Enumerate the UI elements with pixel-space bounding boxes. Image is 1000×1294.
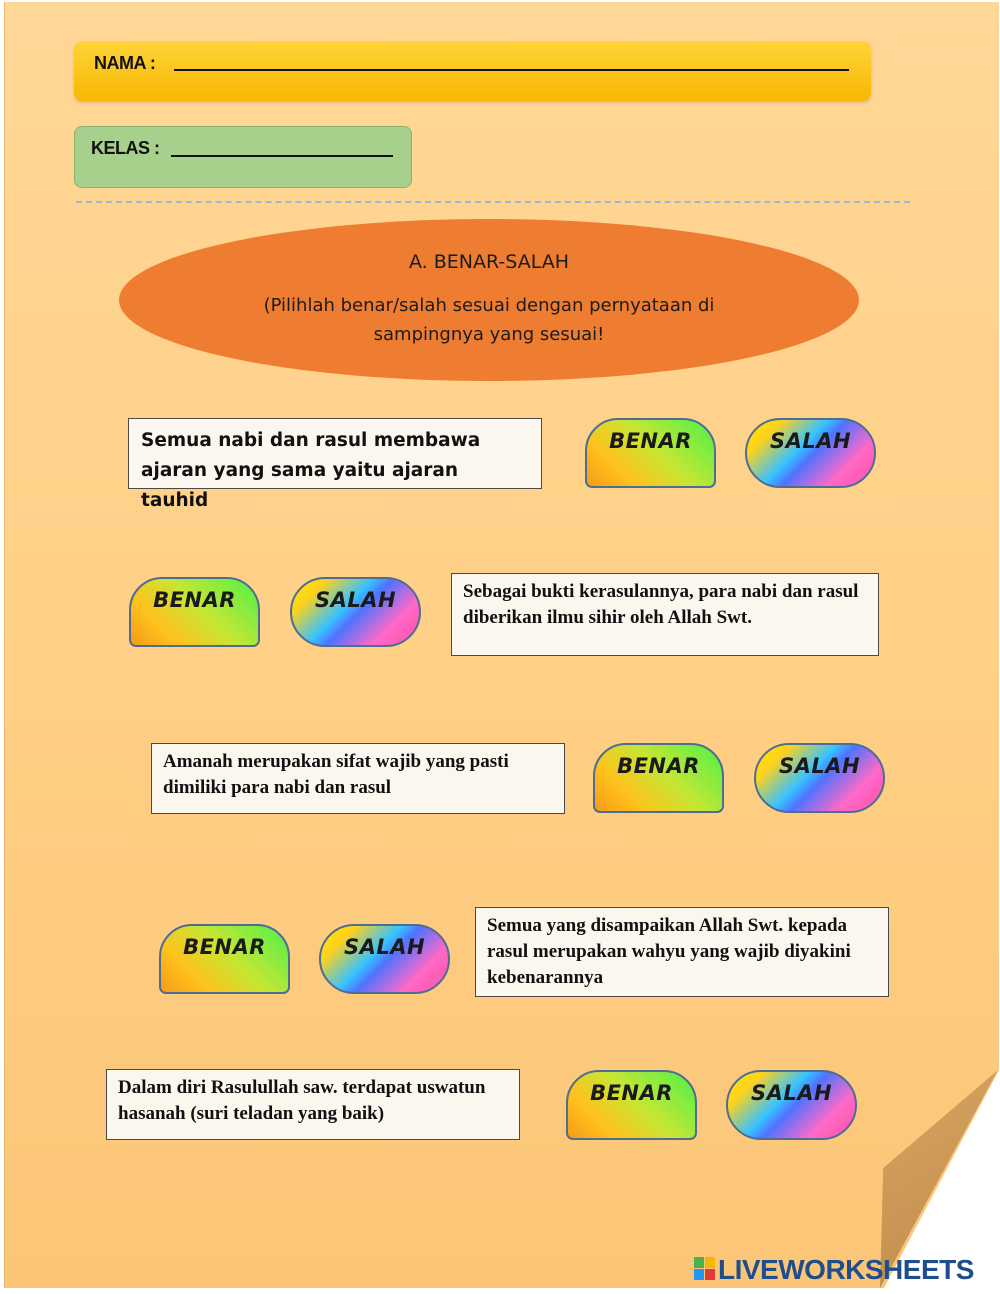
- question-5-salah-button[interactable]: SALAH: [726, 1070, 857, 1140]
- name-field-bar[interactable]: NAMA :: [74, 41, 871, 101]
- question-4-benar-button[interactable]: BENAR: [159, 924, 290, 994]
- name-input-line[interactable]: [174, 69, 849, 71]
- section-header: A. BENAR-SALAH (Pilihlah benar/salah ses…: [119, 219, 859, 381]
- question-2-statement: Sebagai bukti kerasulannya, para nabi da…: [451, 573, 879, 656]
- class-field-bar[interactable]: KELAS :: [74, 126, 412, 188]
- question-1-salah-button[interactable]: SALAH: [745, 418, 876, 488]
- question-1-benar-button[interactable]: BENAR: [585, 418, 716, 488]
- question-4-salah-button[interactable]: SALAH: [319, 924, 450, 994]
- section-instruction: (Pilihlah benar/salah sesuai dengan pern…: [263, 295, 715, 345]
- class-input-line[interactable]: [171, 155, 393, 157]
- section-title: A. BENAR-SALAH: [409, 251, 569, 273]
- salah-label: SALAH: [314, 588, 397, 612]
- question-4-text: Semua yang disampaikan Allah Swt. kepada…: [487, 915, 851, 988]
- benar-label: BENAR: [590, 1081, 673, 1105]
- question-2-salah-button[interactable]: SALAH: [290, 577, 421, 647]
- section-divider: [76, 201, 910, 203]
- question-1-text: Semua nabi dan rasul membawa ajaran yang…: [141, 430, 481, 511]
- question-5-text: Dalam diri Rasulullah saw. terdapat uswa…: [118, 1077, 486, 1124]
- question-3-salah-button[interactable]: SALAH: [754, 743, 885, 813]
- salah-label: SALAH: [343, 935, 426, 959]
- question-5-benar-button[interactable]: BENAR: [566, 1070, 697, 1140]
- salah-label: SALAH: [769, 429, 852, 453]
- liveworksheets-logo: LIVEWORKSHEETS: [694, 1254, 974, 1285]
- benar-label: BENAR: [153, 588, 236, 612]
- brand-name: LIVEWORKSHEETS: [718, 1254, 974, 1285]
- salah-label: SALAH: [778, 754, 861, 778]
- question-4-statement: Semua yang disampaikan Allah Swt. kepada…: [475, 907, 889, 997]
- salah-label: SALAH: [750, 1081, 833, 1105]
- benar-label: BENAR: [617, 754, 700, 778]
- question-3-benar-button[interactable]: BENAR: [593, 743, 724, 813]
- question-3-statement: Amanah merupakan sifat wajib yang pasti …: [151, 743, 565, 814]
- benar-label: BENAR: [609, 429, 692, 453]
- question-5-statement: Dalam diri Rasulullah saw. terdapat uswa…: [106, 1069, 520, 1140]
- question-2-benar-button[interactable]: BENAR: [129, 577, 260, 647]
- class-label: KELAS :: [91, 138, 160, 158]
- benar-label: BENAR: [183, 935, 266, 959]
- name-label: NAMA :: [94, 53, 156, 73]
- question-3-text: Amanah merupakan sifat wajib yang pasti …: [163, 751, 509, 798]
- question-2-text: Sebagai bukti kerasulannya, para nabi da…: [463, 581, 859, 628]
- liveworksheets-logo-icon: [694, 1257, 716, 1281]
- question-1-statement: Semua nabi dan rasul membawa ajaran yang…: [128, 418, 542, 511]
